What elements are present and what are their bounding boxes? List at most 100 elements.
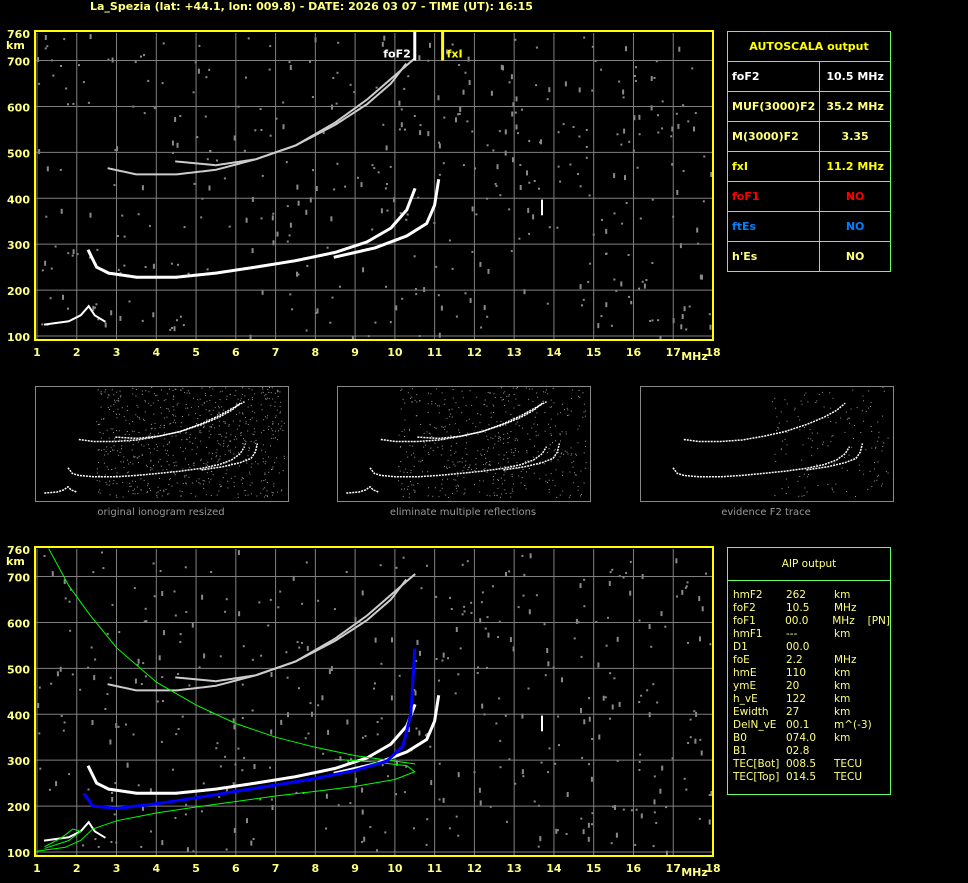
noise-dot	[850, 408, 852, 410]
noise-dot	[546, 648, 549, 653]
thumb-trace	[380, 402, 543, 443]
noise-dot	[198, 666, 201, 669]
noise-dot	[660, 611, 663, 617]
noise-dot	[171, 470, 173, 472]
noise-dot	[140, 845, 143, 848]
noise-dot	[285, 651, 288, 654]
noise-dot	[110, 447, 112, 449]
noise-dot	[650, 76, 653, 81]
noise-dot	[563, 409, 565, 411]
noise-dot	[182, 416, 183, 417]
noise-dot	[329, 321, 332, 324]
noise-dot	[573, 637, 576, 640]
noise-dot	[447, 657, 449, 660]
aip-row: DelN_vE 00.1 m^(-3)	[733, 719, 890, 732]
noise-dot	[375, 86, 378, 89]
noise-dot	[434, 487, 436, 489]
noise-dot	[575, 453, 577, 455]
noise-dot	[844, 456, 845, 458]
noise-dot	[224, 610, 227, 613]
noise-dot	[701, 606, 704, 612]
noise-dot	[249, 471, 250, 473]
noise-dot	[253, 441, 255, 443]
noise-dot	[226, 787, 228, 793]
noise-dot	[461, 457, 463, 459]
noise-dot	[459, 107, 462, 112]
noise-dot	[799, 475, 801, 477]
noise-dot	[262, 387, 264, 389]
plot-frame	[34, 30, 714, 341]
noise-dot	[153, 434, 155, 436]
noise-dot	[266, 495, 268, 497]
noise-dot	[853, 425, 855, 426]
noise-dot	[103, 417, 105, 419]
noise-dot	[113, 813, 116, 816]
noise-dot	[398, 128, 401, 131]
noise-dot	[107, 453, 109, 455]
noise-dot	[579, 583, 582, 589]
noise-dot	[437, 405, 439, 407]
noise-dot	[496, 495, 498, 497]
noise-dot	[405, 218, 408, 221]
noise-dot	[153, 465, 154, 467]
noise-dot	[173, 395, 174, 397]
noise-dot	[447, 459, 449, 461]
noise-dot	[502, 65, 504, 71]
noise-dot	[414, 690, 417, 696]
noise-dot	[615, 289, 618, 292]
noise-dot	[657, 114, 659, 117]
noise-dot	[134, 678, 137, 684]
noise-dot	[139, 418, 141, 420]
noise-dot	[45, 215, 48, 218]
noise-dot	[548, 423, 550, 425]
autoscala-label: h'Es	[726, 241, 821, 272]
noise-dot	[148, 448, 150, 450]
noise-dot	[803, 394, 805, 396]
noise-dot	[100, 392, 102, 394]
noise-dot	[451, 408, 453, 410]
noise-dot	[179, 641, 182, 643]
noise-dot	[244, 439, 246, 441]
noise-dot	[506, 395, 508, 397]
noise-dot	[276, 409, 278, 411]
noise-dot	[414, 491, 416, 493]
noise-dot	[106, 632, 109, 635]
noise-dot	[851, 446, 853, 448]
noise-dot	[687, 742, 690, 744]
noise-dot	[454, 692, 457, 695]
noise-dot	[238, 452, 239, 454]
noise-dot	[116, 413, 117, 415]
noise-dot	[413, 689, 416, 692]
noise-dot	[210, 571, 213, 573]
noise-dot	[307, 732, 310, 735]
noise-dot	[409, 429, 410, 431]
noise-dot	[163, 417, 165, 419]
noise-dot	[557, 165, 560, 168]
noise-dot	[262, 391, 264, 393]
noise-dot	[515, 438, 517, 440]
noise-dot	[870, 406, 871, 407]
noise-dot	[110, 841, 113, 843]
noise-dot	[494, 443, 496, 445]
trace-f2-second-hop-x	[175, 572, 417, 683]
noise-dot	[547, 393, 549, 395]
noise-dot	[416, 639, 419, 645]
noise-dot	[161, 676, 164, 679]
noise-dot	[180, 495, 182, 497]
noise-dot	[386, 209, 389, 212]
noise-dot	[469, 390, 471, 392]
noise-dot	[381, 764, 384, 767]
noise-dot	[435, 595, 438, 598]
noise-dot	[126, 762, 129, 768]
noise-dot	[161, 82, 164, 85]
noise-dot	[364, 735, 367, 738]
noise-dot	[153, 595, 156, 598]
noise-dot	[422, 471, 423, 473]
noise-dot	[150, 423, 152, 425]
noise-dot	[786, 444, 788, 446]
noise-dot	[196, 136, 199, 139]
noise-dot	[486, 144, 489, 147]
aip-cell: 122	[786, 693, 807, 705]
noise-dot	[217, 461, 219, 463]
noise-dot	[535, 431, 537, 433]
